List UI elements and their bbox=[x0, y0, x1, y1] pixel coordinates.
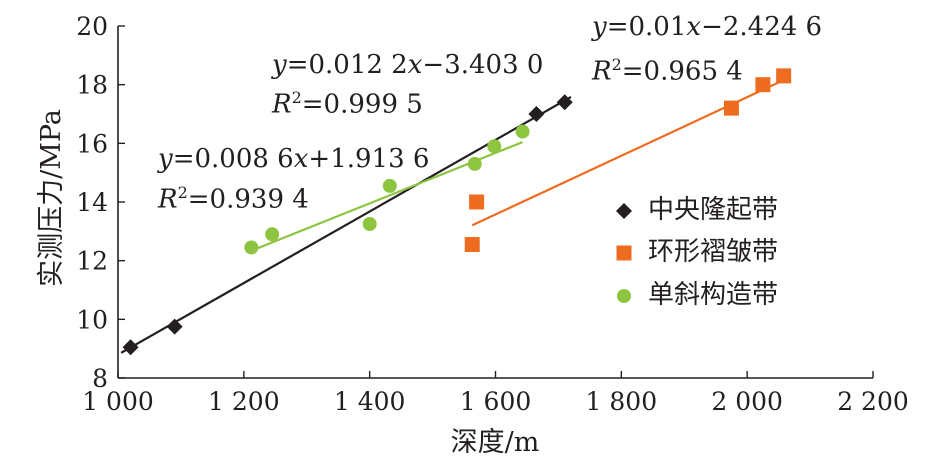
y-tick-label: 12 bbox=[76, 247, 108, 276]
legend-label-monocline: 单斜构造带 bbox=[648, 280, 779, 310]
axes: 1 000 1 200 1 400 1 600 1 800 2 000 2 200 8 10 12… bbox=[76, 12, 909, 416]
legend-label-central-uplift: 中央隆起带 bbox=[648, 195, 779, 225]
y-tick-label: 10 bbox=[76, 305, 108, 334]
data-point-monocline bbox=[515, 124, 530, 139]
legend-label-annular-fold: 环形褶皱带 bbox=[648, 237, 779, 267]
x-tick-label: 2 000 bbox=[711, 387, 783, 416]
x-tick-label: 1 800 bbox=[586, 387, 658, 416]
y-tick-label: 20 bbox=[76, 12, 108, 41]
data-points bbox=[122, 68, 792, 356]
r2-central-uplift: R2=0.999 5 bbox=[272, 88, 423, 120]
legend-marker-central-uplift bbox=[616, 203, 632, 219]
y-tick-label: 18 bbox=[76, 71, 108, 100]
y-tick-label: 14 bbox=[76, 188, 108, 217]
data-point-monocline bbox=[265, 227, 280, 242]
x-axis-label: 深度/m bbox=[451, 427, 540, 458]
data-point-monocline bbox=[487, 139, 502, 154]
data-point-annular-fold bbox=[469, 194, 485, 210]
x-tick-label: 1 400 bbox=[334, 387, 406, 416]
data-point-monocline bbox=[467, 156, 482, 171]
y-axis-label: 实测压力/MPa bbox=[36, 109, 67, 287]
data-point-monocline bbox=[244, 240, 259, 255]
data-point-monocline bbox=[382, 178, 397, 193]
legend-marker-annular-fold bbox=[616, 245, 632, 261]
data-point-annular-fold bbox=[776, 68, 792, 84]
data-point-annular-fold bbox=[755, 77, 771, 93]
data-point-annular-fold bbox=[723, 100, 739, 116]
data-point-central-uplift bbox=[556, 94, 573, 111]
x-tick-label: 1 600 bbox=[460, 387, 532, 416]
x-tick-label: 1 000 bbox=[82, 387, 154, 416]
data-point-monocline bbox=[362, 217, 377, 231]
eq-annular-fold: y=0.01x−2.424 6 bbox=[592, 12, 823, 42]
data-point-central-uplift bbox=[528, 106, 545, 122]
data-point-central-uplift bbox=[122, 339, 139, 356]
legend-markers bbox=[616, 203, 632, 303]
x-tick-label: 1 200 bbox=[208, 387, 280, 416]
eq-monocline: y=0.008 6x+1.913 6 bbox=[158, 144, 430, 174]
data-point-annular-fold bbox=[464, 237, 480, 253]
fit-line-central-uplift bbox=[120, 96, 572, 354]
r2-monocline: R2=0.939 4 bbox=[158, 183, 309, 215]
y-tick-label: 16 bbox=[76, 129, 108, 158]
r2-annular-fold: R2=0.965 4 bbox=[592, 55, 743, 87]
legend-marker-monocline bbox=[617, 289, 631, 303]
data-point-central-uplift bbox=[166, 318, 183, 335]
x-tick-label: 2 200 bbox=[837, 387, 909, 416]
y-tick-label: 8 bbox=[92, 364, 108, 393]
eq-central-uplift: y=0.012 2x−3.403 0 bbox=[272, 50, 544, 80]
